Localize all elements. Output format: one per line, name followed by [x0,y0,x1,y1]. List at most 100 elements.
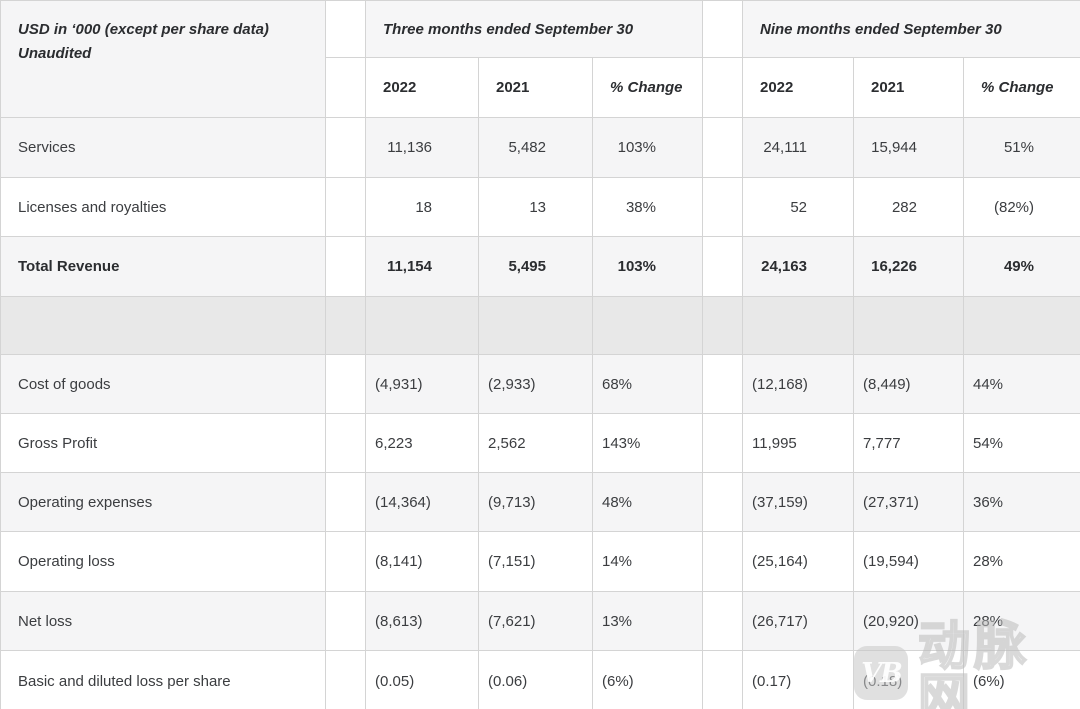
value-cell: 28% [963,591,1080,651]
row-label: Licenses and royalties [0,177,326,237]
table-column-header-row: 2022 2021 % Change 2022 2021 % Change [1,57,1080,118]
table-title-line2: Unaudited [18,45,92,62]
value-cell: (2,933) [478,354,593,414]
table-title: USD in ‘000 (except per share data) Unau… [0,0,326,118]
value-cell: 49% [963,236,1080,297]
table-row-loss-per-share: Basic and diluted loss per share (0.05) … [0,650,1080,709]
table-title-line1: USD in ‘000 (except per share data) [18,21,269,38]
value-cell: (0.18) [853,650,964,709]
spacer-cell [702,236,743,297]
value-cell: 16,226 [853,236,964,297]
value-cell: (0.05) [365,650,479,709]
value-cell: 11,136 [365,117,479,178]
divider-cell [0,296,326,355]
value-cell: (12,168) [742,354,854,414]
value-cell: 44% [963,354,1080,414]
value-cell: 54% [963,413,1080,473]
table-row-operating-expenses: Operating expenses (14,364) (9,713) 48% … [0,472,1080,532]
spacer-cell [325,236,366,297]
divider-cell [702,296,743,355]
spacer-cell [702,177,743,237]
spacer-cell [702,117,743,178]
value-cell: (9,713) [478,472,593,532]
spacer-cell [325,0,366,58]
divider-cell [478,296,593,355]
row-label: Total Revenue [0,236,326,297]
value-cell: 5,482 [478,117,593,178]
spacer-cell [702,591,743,651]
spacer-cell [325,650,366,709]
value-cell: (7,151) [478,531,593,592]
value-cell: (25,164) [742,531,854,592]
value-cell: 68% [592,354,703,414]
divider-cell [592,296,703,355]
spacer-cell [702,413,743,473]
col-header-3m-pct-change: % Change [592,57,703,118]
value-cell: 28% [963,531,1080,592]
value-cell: (8,141) [365,531,479,592]
value-cell: (8,449) [853,354,964,414]
table-row-services: Services 11,136 5,482 103% 24,111 15,944… [0,117,1080,178]
col-header-3m-2022: 2022 [365,57,479,118]
value-cell: (26,717) [742,591,854,651]
group-header-nine-months: Nine months ended September 30 [742,0,1080,58]
spacer-cell [702,531,743,592]
value-cell: 2,562 [478,413,593,473]
spacer-cell [325,57,366,118]
value-cell: (37,159) [742,472,854,532]
value-cell: 103% [592,117,703,178]
col-header-3m-2021: 2021 [478,57,593,118]
value-cell: 11,995 [742,413,854,473]
value-cell: (6%) [963,650,1080,709]
value-cell: 18 [365,177,479,237]
value-cell: 103% [592,236,703,297]
col-header-9m-2022: 2022 [742,57,854,118]
table-group-header-row: USD in ‘000 (except per share data) Unau… [0,0,1080,118]
value-cell: 143% [592,413,703,473]
spacer-cell [325,531,366,592]
spacer-cell [325,413,366,473]
spacer-cell [702,650,743,709]
value-cell: 15,944 [853,117,964,178]
row-label: Gross Profit [0,413,326,473]
value-cell: 11,154 [365,236,479,297]
spacer-cell [702,354,743,414]
table-row-operating-loss: Operating loss (8,141) (7,151) 14% (25,1… [0,531,1080,592]
table-row-total-revenue: Total Revenue 11,154 5,495 103% 24,163 1… [0,236,1080,297]
value-cell: (6%) [592,650,703,709]
col-header-9m-2021: 2021 [853,57,964,118]
value-cell: 51% [963,117,1080,178]
value-cell: 13% [592,591,703,651]
spacer-cell [325,177,366,237]
spacer-cell [325,354,366,414]
value-cell: (14,364) [365,472,479,532]
value-cell: (19,594) [853,531,964,592]
divider-cell [853,296,964,355]
table-row-licenses: Licenses and royalties 18 13 38% 52 282 … [0,177,1080,237]
value-cell: (0.06) [478,650,593,709]
row-label: Basic and diluted loss per share [0,650,326,709]
value-cell: 282 [853,177,964,237]
value-cell: (4,931) [365,354,479,414]
spacer-cell [325,117,366,178]
group-header-three-months: Three months ended September 30 [365,0,703,58]
value-cell: 5,495 [478,236,593,297]
value-cell: (20,920) [853,591,964,651]
value-cell: 6,223 [365,413,479,473]
table-divider-row [0,296,1080,355]
spacer-cell [702,0,743,58]
value-cell: (0.17) [742,650,854,709]
value-cell: (27,371) [853,472,964,532]
spacer-cell [325,591,366,651]
value-cell: 14% [592,531,703,592]
value-cell: (7,621) [478,591,593,651]
value-cell: 24,111 [742,117,854,178]
row-label: Operating expenses [0,472,326,532]
value-cell: (82%) [963,177,1080,237]
value-cell: 52 [742,177,854,237]
value-cell: 38% [592,177,703,237]
row-label: Services [0,117,326,178]
value-cell: 24,163 [742,236,854,297]
